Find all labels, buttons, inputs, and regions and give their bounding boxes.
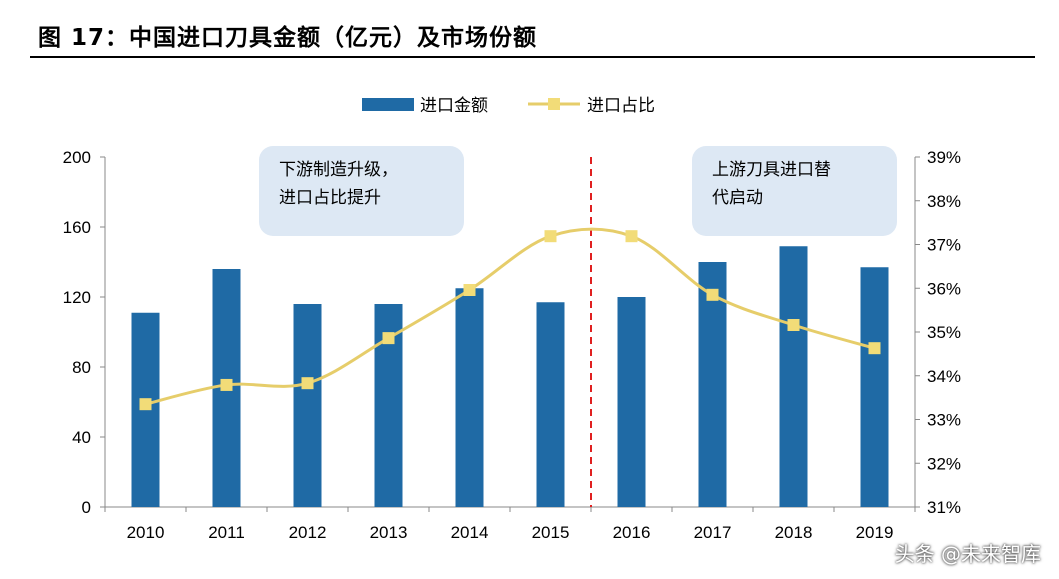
point-2018 bbox=[787, 319, 800, 331]
legend-line-marker bbox=[548, 98, 560, 110]
bar-2019 bbox=[860, 267, 889, 507]
x-tick-label: 2019 bbox=[856, 523, 894, 542]
point-2019 bbox=[868, 342, 881, 355]
right-tick-label: 31% bbox=[927, 498, 961, 517]
legend-line-label: 进口占比 bbox=[587, 96, 655, 116]
bar-2017 bbox=[698, 262, 727, 507]
x-tick-label: 2011 bbox=[208, 523, 245, 542]
title-rule bbox=[30, 56, 1035, 58]
right-tick-label: 39% bbox=[927, 148, 961, 167]
left-tick-label: 120 bbox=[63, 288, 91, 307]
right-tick-label: 38% bbox=[927, 192, 961, 211]
right-tick-label: 33% bbox=[927, 411, 961, 430]
legend-bar-label: 进口金额 bbox=[420, 96, 488, 116]
annotation-right-line1: 上游刀具进口替 bbox=[712, 160, 831, 180]
left-tick-label: 200 bbox=[63, 148, 91, 167]
left-tick-label: 80 bbox=[72, 358, 91, 377]
watermark: 头条 @未来智库 bbox=[894, 542, 1041, 566]
x-tick-label: 2017 bbox=[694, 523, 732, 542]
x-tick-label: 2014 bbox=[451, 523, 489, 542]
x-tick-label: 2018 bbox=[775, 523, 813, 542]
left-tick-label: 0 bbox=[82, 498, 91, 517]
right-tick-label: 32% bbox=[927, 454, 961, 473]
right-tick-label: 36% bbox=[927, 279, 961, 298]
right-tick-label: 37% bbox=[927, 236, 961, 255]
right-tick-label: 35% bbox=[927, 323, 961, 342]
x-tick-label: 2015 bbox=[532, 523, 570, 542]
bar-2018 bbox=[779, 246, 808, 507]
point-2016 bbox=[625, 230, 638, 243]
point-2010 bbox=[139, 398, 152, 411]
bar-2015 bbox=[536, 302, 565, 507]
annotation-left-line2: 进口占比提升 bbox=[279, 188, 381, 208]
left-tick-label: 160 bbox=[63, 218, 91, 237]
bar-2014 bbox=[455, 288, 484, 507]
line-series bbox=[145, 227, 875, 406]
point-2014 bbox=[463, 284, 476, 296]
x-tick-label: 2010 bbox=[127, 523, 165, 542]
right-tick-label: 34% bbox=[927, 367, 961, 386]
annotation-right: 上游刀具进口替 代启动 bbox=[692, 146, 897, 236]
x-tick-label: 2013 bbox=[370, 523, 408, 542]
legend-bar-swatch bbox=[362, 98, 414, 111]
point-2015 bbox=[544, 230, 557, 243]
annotation-right-line2: 代启动 bbox=[712, 188, 763, 208]
point-2011 bbox=[220, 378, 233, 391]
annotation-left: 下游制造升级， 进口占比提升 bbox=[259, 146, 464, 236]
x-tick-label: 2012 bbox=[289, 523, 327, 542]
point-2012 bbox=[301, 377, 314, 390]
x-tick-label: 2016 bbox=[613, 523, 651, 542]
annotation-left-line1: 下游制造升级， bbox=[279, 160, 398, 180]
bar-2012 bbox=[293, 304, 322, 507]
bar-2016 bbox=[617, 297, 646, 507]
point-2017 bbox=[706, 288, 719, 301]
point-2013 bbox=[382, 332, 395, 345]
figure-title: 图 17：中国进口刀具金额（亿元）及市场份额 bbox=[38, 25, 538, 51]
left-tick-label: 40 bbox=[72, 428, 91, 447]
